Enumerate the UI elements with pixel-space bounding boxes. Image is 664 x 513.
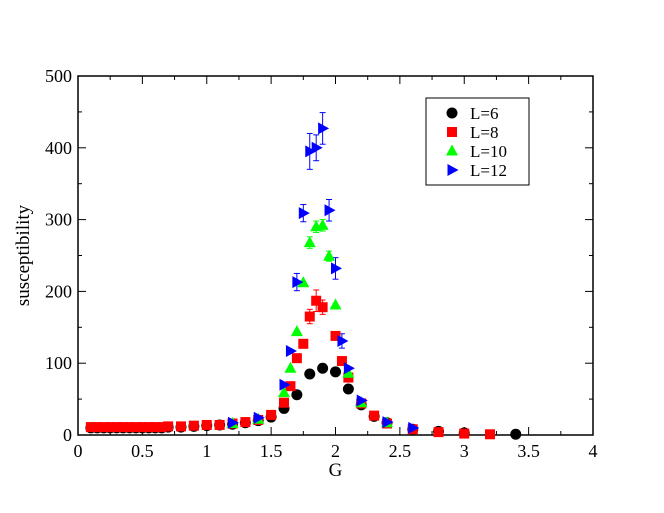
data-point-l6 <box>342 383 354 395</box>
legend-marker-l6 <box>446 107 458 119</box>
data-point-l8 <box>98 422 109 433</box>
data-point-l6 <box>317 362 329 374</box>
data-point-l8 <box>150 422 161 433</box>
data-point-l12 <box>408 421 420 434</box>
data-point-l8 <box>124 422 135 433</box>
y-tick-label: 100 <box>45 353 72 373</box>
data-point-l8 <box>317 302 328 313</box>
legend-label-l6: L=6 <box>470 104 498 123</box>
data-point-l8 <box>285 381 296 392</box>
data-point-l12 <box>337 334 349 347</box>
data-point-l10 <box>323 249 336 261</box>
data-point-l8 <box>311 295 322 306</box>
data-point-l8 <box>304 311 315 322</box>
data-point-l8 <box>330 330 341 341</box>
data-point-l6 <box>330 366 341 378</box>
data-point-l8 <box>118 422 129 433</box>
y-tick-label: 200 <box>45 281 72 301</box>
legend: L=6L=8L=10L=12 <box>425 97 530 186</box>
axis-ticks <box>77 75 594 436</box>
legend-marker-l10 <box>446 144 458 156</box>
data-point-l10 <box>329 298 342 310</box>
data-point-l8 <box>298 338 309 349</box>
data-point-l12 <box>253 411 265 424</box>
data-point-l12 <box>343 362 355 375</box>
x-tick-label: 0 <box>74 441 83 461</box>
legend-box <box>425 97 530 186</box>
data-point-l8 <box>459 428 470 439</box>
legend-label-l12: L=12 <box>470 161 507 180</box>
data-point-l10 <box>342 366 355 378</box>
x-tick-labels: 0 0.5 1 1.5 2 2.5 3 3.5 4 <box>74 441 598 461</box>
data-point-l12 <box>285 344 297 357</box>
data-point-l12 <box>292 276 304 289</box>
data-point-l8 <box>336 356 347 367</box>
legend-marker-l12 <box>447 164 459 176</box>
data-point-l8 <box>137 422 148 433</box>
data-point-l12 <box>311 141 323 154</box>
y-tick-label: 0 <box>63 425 72 445</box>
data-point-l10 <box>297 276 310 288</box>
data-point-l12 <box>318 122 330 135</box>
data-point-l8 <box>201 419 212 430</box>
x-axis-label: G <box>329 460 343 481</box>
x-tick-label: 0.5 <box>131 441 154 461</box>
data-point-l12 <box>279 378 291 391</box>
data-point-l8 <box>433 427 444 438</box>
data-point-l10 <box>284 361 297 373</box>
data-point-l8 <box>111 422 122 433</box>
data-point-l8 <box>130 422 141 433</box>
x-tick-label: 2 <box>331 441 340 461</box>
data-point-l10 <box>316 218 329 230</box>
data-point-l8 <box>105 422 116 433</box>
x-tick-label: 3.5 <box>517 441 540 461</box>
x-tick-label: 2.5 <box>389 441 412 461</box>
legend-label-l8: L=8 <box>470 123 498 142</box>
data-point-l6 <box>510 428 522 440</box>
y-tick-label: 300 <box>45 210 72 230</box>
data-point-l8 <box>240 417 251 428</box>
data-point-l12 <box>228 416 239 429</box>
data-point-l12 <box>324 204 336 217</box>
data-point-l12 <box>331 262 342 275</box>
data-point-l8 <box>85 422 96 433</box>
legend-label-l10: L=10 <box>470 142 507 161</box>
data-point-l8 <box>369 410 380 421</box>
data-point-l8 <box>156 422 167 433</box>
data-point-l8 <box>266 409 277 420</box>
data-point-l8 <box>163 421 174 432</box>
data-point-l12 <box>356 394 368 407</box>
data-point-l6 <box>291 389 303 401</box>
data-point-l8 <box>214 419 225 430</box>
y-axis-label: susceptibility <box>13 204 34 306</box>
data-point-l8 <box>143 422 154 433</box>
y-tick-label: 500 <box>45 66 72 86</box>
data-markers <box>85 122 522 440</box>
data-point-l10 <box>278 386 290 398</box>
data-point-l10 <box>303 236 316 248</box>
data-point-l8 <box>92 422 103 433</box>
data-point-l8 <box>188 420 199 431</box>
data-point-l12 <box>382 416 394 429</box>
data-point-l6 <box>304 368 316 380</box>
data-point-l8 <box>485 429 495 440</box>
data-point-l8 <box>176 421 186 432</box>
x-tick-label: 4 <box>589 441 598 461</box>
data-point-l12 <box>305 145 317 158</box>
x-tick-label: 1 <box>202 441 211 461</box>
data-point-l10 <box>290 325 303 337</box>
data-point-l12 <box>298 207 310 220</box>
x-tick-label: 3 <box>460 441 469 461</box>
data-point-l8 <box>291 353 302 364</box>
y-tick-label: 400 <box>45 138 72 158</box>
y-tick-labels: 0 100 200 300 400 500 <box>45 66 72 445</box>
x-tick-label: 1.5 <box>260 441 283 461</box>
legend-marker-l8 <box>447 127 457 137</box>
data-point-l8 <box>279 397 289 408</box>
